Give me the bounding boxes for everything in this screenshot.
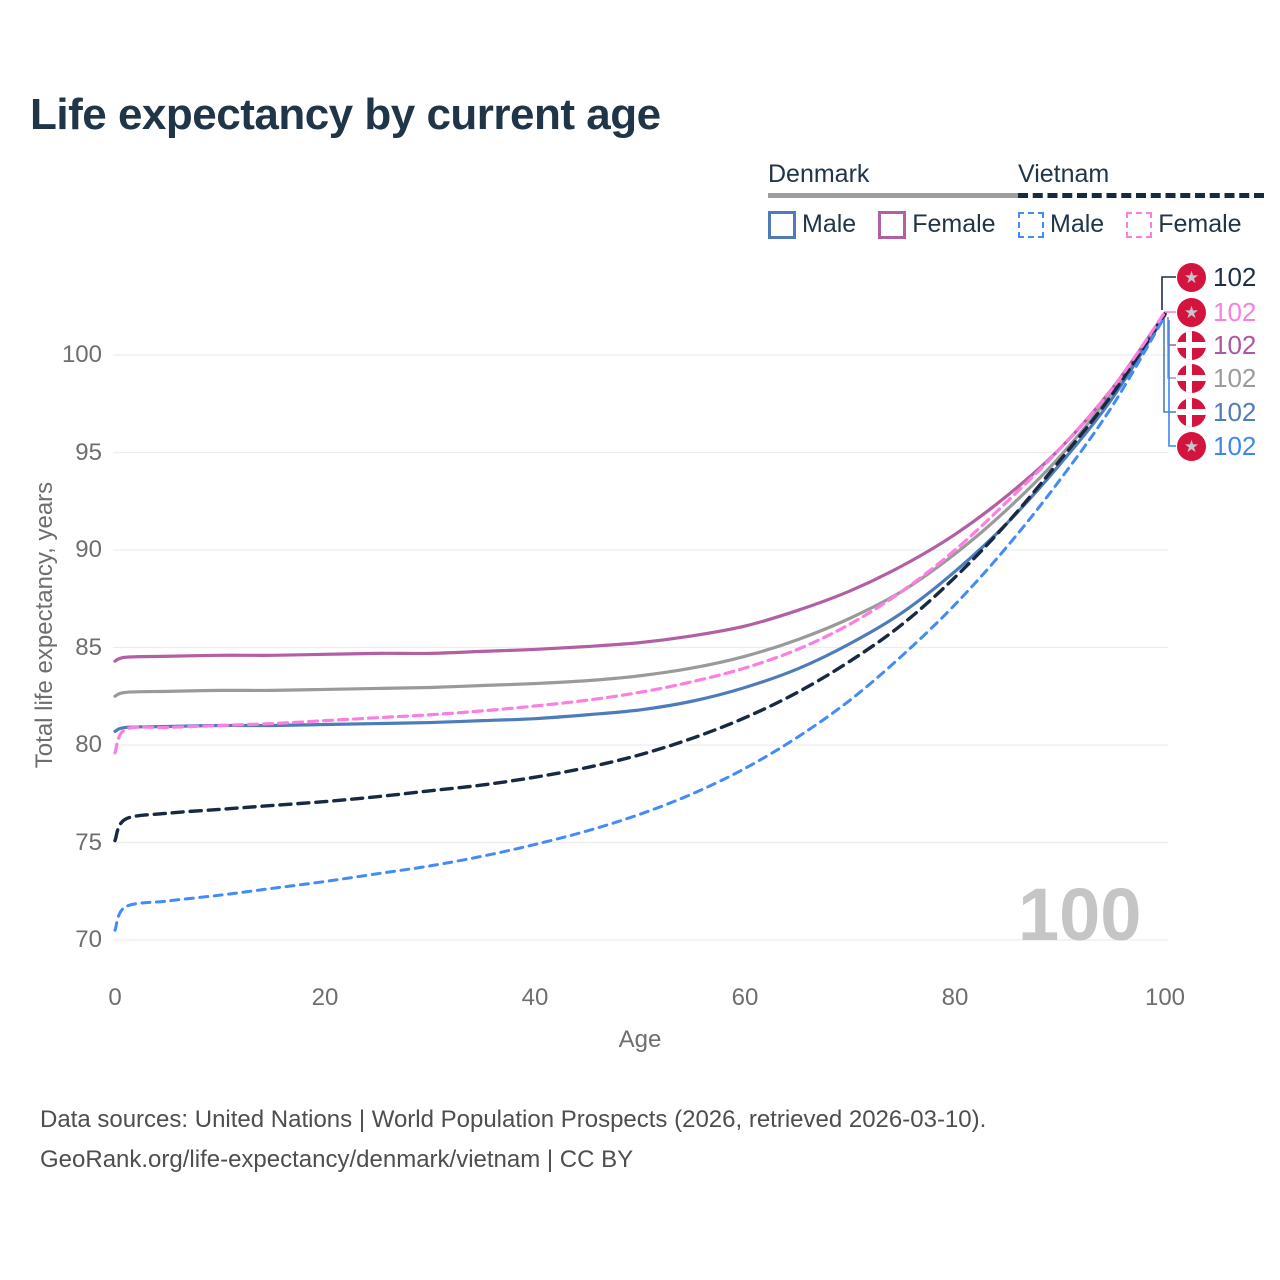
legend-country-label-vietnam[interactable]: Vietnam <box>1018 160 1110 188</box>
legend-item-label-vietnam-male[interactable]: Male <box>1050 210 1105 238</box>
legend-checkbox-vietnam-male[interactable] <box>1018 211 1044 238</box>
y-tick-label: 90 <box>75 536 102 563</box>
series-line <box>113 312 1167 698</box>
x-tick-label: 40 <box>521 984 549 1011</box>
legend-line-sample-vietnam <box>1018 193 1264 198</box>
legend-group-denmark: Denmark Male Female <box>768 160 1018 239</box>
x-axis-title: Age <box>618 1026 662 1053</box>
y-axis-title: Total life expectancy, years <box>31 481 58 769</box>
end-label-row: ★ 102 <box>1177 431 1256 461</box>
legend-line-sample-denmark <box>768 193 1018 198</box>
legend-item-label-denmark-female[interactable]: Female <box>912 210 996 238</box>
attribution-line[interactable]: GeoRank.org/life-expectancy/denmark/viet… <box>40 1146 634 1173</box>
vietnam-flag-icon: ★ <box>1177 297 1206 327</box>
leader-line <box>1168 320 1176 447</box>
series-line <box>113 311 1167 663</box>
page-title: Life expectancy by current age <box>30 90 661 139</box>
y-tick-label: 95 <box>75 438 102 466</box>
series-line <box>113 314 1167 932</box>
legend-country-label-denmark[interactable]: Denmark <box>768 160 870 188</box>
end-value-label: 102 <box>1213 329 1257 360</box>
x-tick-label: 100 <box>1144 984 1186 1011</box>
leader-line <box>1163 319 1176 413</box>
legend-item-label-denmark-male[interactable]: Male <box>802 210 857 238</box>
x-tick-label: 0 <box>108 984 122 1011</box>
y-tick-label: 85 <box>75 633 102 661</box>
legend-item-label-vietnam-female[interactable]: Female <box>1158 210 1242 238</box>
y-tick-label: 75 <box>75 828 102 856</box>
vietnam-flag-icon: ★ <box>1177 431 1206 461</box>
end-label-row: 102 <box>1177 330 1256 360</box>
end-value-label: 102 <box>1213 430 1257 461</box>
vietnam-flag-icon: ★ <box>1177 262 1206 292</box>
end-value-label: 102 <box>1213 296 1257 327</box>
data-sources-line: Data sources: United Nations | World Pop… <box>40 1106 987 1133</box>
denmark-flag-icon <box>1177 397 1206 427</box>
y-tick-label: 70 <box>75 926 102 953</box>
leader-line <box>1167 318 1176 379</box>
end-label-row: ★ 102 <box>1177 262 1256 292</box>
y-tick-label: 80 <box>75 731 102 758</box>
x-tick-label: 80 <box>941 984 969 1011</box>
series-line <box>113 312 1167 843</box>
y-tick-label: 100 <box>61 341 102 368</box>
legend-checkbox-denmark-female[interactable] <box>878 210 907 239</box>
x-tick-label: 60 <box>731 984 759 1011</box>
x-tick-label: 20 <box>311 984 339 1011</box>
legend-checkbox-denmark-male[interactable] <box>768 210 796 239</box>
end-value-label: 102 <box>1213 396 1257 427</box>
end-label-row: 102 <box>1177 363 1256 393</box>
hovered-age-indicator: 100 <box>1018 873 1142 956</box>
end-label-row: ★ 102 <box>1177 297 1256 327</box>
end-label-row: 102 <box>1177 397 1256 427</box>
leader-line <box>1161 276 1176 311</box>
end-value-label: 102 <box>1213 261 1257 292</box>
denmark-flag-icon <box>1177 330 1206 360</box>
legend-group-vietnam: Vietnam Male Female <box>1018 160 1264 239</box>
series-line <box>113 313 1167 733</box>
end-value-label: 102 <box>1213 362 1257 393</box>
denmark-flag-icon <box>1177 363 1206 393</box>
series-line <box>113 310 1167 755</box>
legend-checkbox-vietnam-female[interactable] <box>1126 211 1153 238</box>
